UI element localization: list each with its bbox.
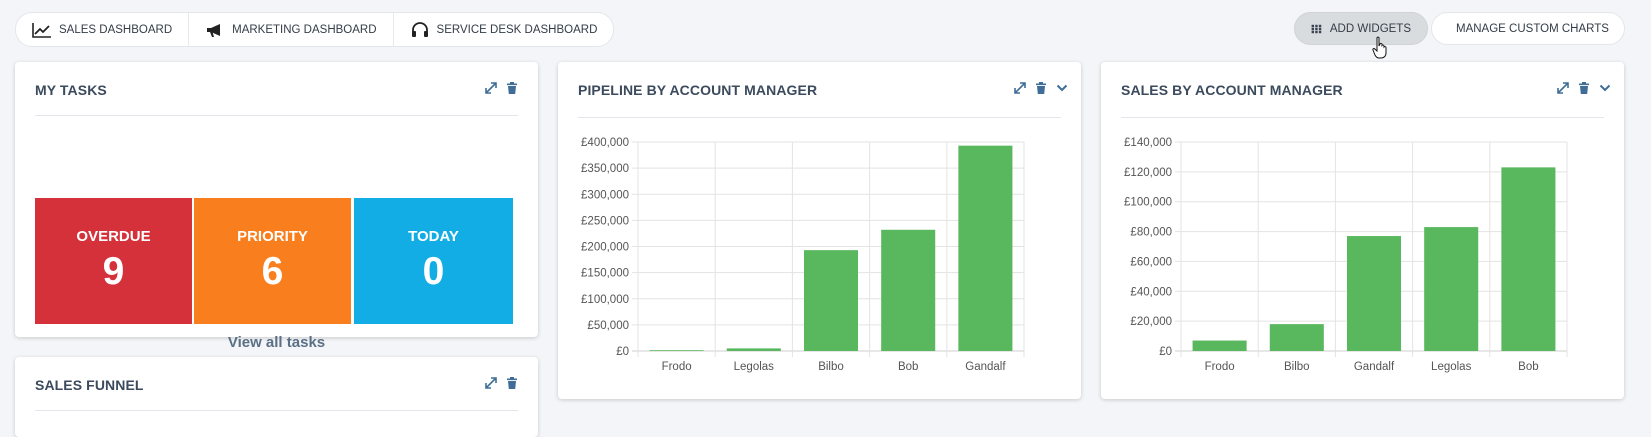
expand-icon[interactable]	[485, 377, 497, 389]
megaphone-icon	[207, 23, 221, 37]
bar	[726, 348, 781, 351]
chart-title: PIPELINE BY ACCOUNT MANAGER	[578, 82, 818, 98]
y-tick-label: £60,000	[1130, 256, 1172, 268]
add-widgets-label: ADD WIDGETS	[1329, 22, 1411, 35]
expand-icon[interactable]	[485, 82, 497, 94]
card-tools	[1014, 82, 1068, 94]
tab-sales-dashboard[interactable]: SALES DASHBOARD	[16, 13, 190, 46]
y-tick-label: £50,000	[587, 320, 629, 332]
x-tick-label: Bilbo	[818, 361, 844, 373]
bar	[1346, 236, 1402, 351]
x-tick-label: Legolas	[1431, 361, 1472, 373]
y-tick-label: £0	[616, 346, 629, 358]
tile-value: 0	[422, 250, 445, 293]
today-tile[interactable]: TODAY 0	[354, 198, 513, 324]
trash-icon[interactable]	[506, 82, 518, 94]
tile-label: OVERDUE	[76, 228, 151, 245]
divider	[35, 410, 518, 411]
sales-bar-chart: £0 £20,000 £40,000 £60,000 £80,000 £100,000 £1…	[1124, 137, 1568, 373]
y-tick-label: £400,000	[581, 137, 629, 149]
divider	[35, 115, 518, 116]
chevron-down-icon[interactable]	[1056, 82, 1068, 94]
x-tick-label: Gandalf	[965, 361, 1006, 373]
x-tick-label: Gandalf	[1354, 361, 1395, 373]
card-title: SALES FUNNEL	[35, 377, 144, 393]
x-tick-label: Bob	[1518, 361, 1538, 373]
tab-label: MARKETING DASHBOARD	[232, 23, 377, 36]
sales-funnel-card: SALES FUNNEL	[15, 357, 538, 437]
y-tick-label: £300,000	[581, 189, 629, 201]
card-tools	[485, 377, 518, 389]
view-all-tasks-link[interactable]: View all tasks	[227, 334, 326, 351]
overdue-tile[interactable]: OVERDUE 9	[35, 198, 192, 324]
trash-icon[interactable]	[1035, 82, 1047, 94]
x-tick-label: Frodo	[662, 361, 692, 373]
priority-tile[interactable]: PRIORITY 6	[194, 198, 351, 324]
chart-title: SALES BY ACCOUNT MANAGER	[1121, 82, 1343, 98]
y-tick-label: £0	[1159, 346, 1172, 358]
tile-label: TODAY	[408, 228, 459, 245]
bar	[1424, 227, 1479, 351]
y-tick-label: £250,000	[581, 215, 629, 227]
pipeline-bar-chart: £0 £50,000 £100,000 £150,000 £200,000 £250,00…	[581, 137, 1025, 373]
divider	[1121, 117, 1604, 118]
tile-value: 6	[261, 250, 284, 293]
bar	[1269, 324, 1324, 351]
expand-icon[interactable]	[1557, 82, 1569, 94]
card-tools	[485, 82, 518, 94]
bar	[881, 229, 936, 351]
my-tasks-card: MY TASKS OVERDUE 9 PRIORITY 6 TODAY 0 Vi…	[15, 62, 538, 351]
grid-icon	[1311, 24, 1322, 33]
bar	[958, 145, 1013, 351]
line-chart-icon	[32, 22, 51, 38]
manage-charts-label: MANAGE CUSTOM CHARTS	[1456, 22, 1609, 35]
y-tick-label: £100,000	[1124, 197, 1172, 209]
y-tick-label: £20,000	[1130, 316, 1172, 328]
manage-custom-charts-button[interactable]: MANAGE CUSTOM CHARTS	[1431, 12, 1625, 45]
y-tick-label: £120,000	[1124, 167, 1172, 179]
tab-label: SERVICE DESK DASHBOARD	[436, 23, 598, 36]
y-tick-label: £100,000	[581, 294, 629, 306]
y-tick-label: £150,000	[581, 268, 629, 280]
divider	[578, 117, 1061, 118]
x-tick-label: Bilbo	[1284, 361, 1310, 373]
tab-marketing-dashboard[interactable]: MARKETING DASHBOARD	[189, 13, 394, 46]
pipeline-chart-card: PIPELINE BY ACCOUNT MANAGER £0 £50,000 £10…	[558, 62, 1081, 399]
bar	[1501, 167, 1556, 351]
x-tick-label: Legolas	[734, 361, 775, 373]
bar	[1192, 340, 1247, 351]
tab-label: SALES DASHBOARD	[59, 23, 173, 36]
chevron-down-icon[interactable]	[1599, 82, 1611, 94]
hand-cursor-icon	[1372, 36, 1387, 59]
y-tick-label: £40,000	[1130, 286, 1172, 298]
trash-icon[interactable]	[506, 377, 518, 389]
bar	[649, 350, 704, 351]
card-tools	[1557, 82, 1611, 94]
y-tick-label: £80,000	[1130, 227, 1172, 239]
x-tick-label: Bob	[898, 361, 918, 373]
card-title: MY TASKS	[35, 82, 107, 98]
tile-label: PRIORITY	[237, 228, 308, 245]
add-widgets-button[interactable]: ADD WIDGETS	[1294, 12, 1428, 45]
headset-icon	[411, 21, 428, 37]
y-tick-label: £140,000	[1124, 137, 1172, 149]
y-tick-label: £200,000	[581, 242, 629, 254]
bar	[803, 250, 859, 351]
trash-icon[interactable]	[1578, 82, 1590, 94]
dashboard-tabs: SALES DASHBOARD MARKETING DASHBOARD SERV…	[15, 12, 615, 47]
sales-chart-card: SALES BY ACCOUNT MANAGER £0 £20,000 £40,00…	[1101, 62, 1624, 399]
tile-value: 9	[102, 250, 125, 293]
y-tick-label: £350,000	[581, 163, 629, 175]
x-tick-label: Frodo	[1205, 361, 1235, 373]
tab-service-desk-dashboard[interactable]: SERVICE DESK DASHBOARD	[394, 13, 614, 46]
expand-icon[interactable]	[1014, 82, 1026, 94]
